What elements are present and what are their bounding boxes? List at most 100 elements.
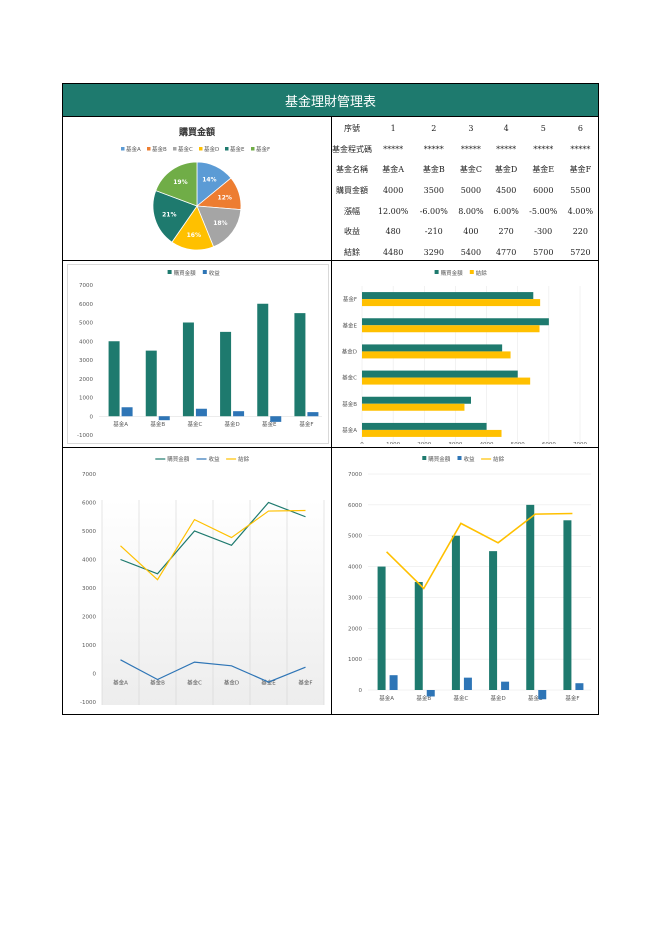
table-cell: 基金B: [422, 165, 445, 175]
table-cell: 5700: [533, 247, 554, 257]
horizontal-bar-axis: 0 1000 2000 3000 4000 5000 6000 7000 基金A 基金B 基金C 基金…: [342, 286, 587, 444]
legend-swatch: [434, 270, 439, 274]
y-tick-label: 基金F: [343, 295, 357, 303]
table-cell: *****: [496, 144, 517, 154]
fund-management-sheet: 基金理財管理表 購買金額 基金A 基金B 基金C 基金D 基金E 基金F 14% 12% 18…: [62, 83, 599, 715]
series-line-balance: [386, 512, 573, 590]
row-header: 序號: [344, 123, 360, 133]
bar-balance: [362, 325, 540, 333]
bar-balance: [362, 429, 502, 437]
pie-chart-title: 購買金額: [178, 126, 215, 138]
y-tick-label: 5000: [82, 529, 96, 535]
x-tick-label: 基金A: [379, 694, 394, 702]
y-tick-label: 1000: [79, 396, 93, 402]
fund-info-table: 序號 1 2 3 4 5 6 基金程式碼 ***** ***** ***** ***** ***** **…: [332, 118, 598, 263]
x-tick-label: 基金A: [113, 420, 128, 428]
x-tick-label: 6000: [542, 442, 556, 444]
horizontal-bar-legend: 購買金額 結餘: [434, 269, 487, 277]
series-line: [120, 501, 306, 575]
combo-chart-axis: 7000 6000 5000 4000 3000 2000 1000 0 基金A 基金B 基金C 基金…: [348, 472, 591, 702]
y-tick-label: 1000: [348, 657, 362, 663]
bar-purchase: [451, 535, 460, 690]
table-cell: 4: [503, 123, 509, 133]
y-tick-label: 基金B: [342, 400, 357, 408]
legend-swatch: [202, 270, 207, 274]
legend-label: 結餘: [238, 455, 250, 463]
bar-balance: [362, 351, 511, 359]
bar-purchase: [145, 350, 157, 417]
y-tick-label: 7000: [79, 283, 93, 289]
column-chart-legend: 購買金額 收益: [167, 269, 221, 277]
bar-income: [195, 408, 207, 417]
table-cell: 基金C: [459, 165, 482, 175]
table-cell: 5500: [570, 185, 591, 195]
x-tick-label: 3000: [448, 442, 462, 444]
table-row: 基金程式碼 ***** ***** ***** ***** ***** *****: [332, 139, 598, 160]
bar-income: [121, 407, 133, 417]
table-cell: 基金E: [532, 165, 555, 175]
table-row: 基金名稱 基金A 基金B 基金C 基金D 基金E 基金F: [332, 159, 598, 180]
x-tick-label: 基金D: [224, 679, 239, 687]
row-header: 基金名稱: [336, 165, 368, 175]
bar-income: [307, 412, 319, 417]
grid-divider-vertical: [331, 117, 332, 714]
y-tick-label: 基金E: [343, 321, 358, 329]
bar-purchase: [377, 566, 386, 690]
bar-purchase: [362, 422, 487, 430]
column-chart-axis: 7000 6000 5000 4000 3000 2000 1000 0 -1000 基金A 基金B…: [77, 283, 322, 439]
pie-data-label: 18%: [213, 220, 227, 227]
table-cell: 4480: [382, 247, 404, 257]
line-chart-legend: 購買金額 收益 結餘: [155, 455, 250, 463]
table-row: 收益 480 -210 400 270 -300 220: [332, 221, 598, 242]
pie-chart: 購買金額 基金A 基金B 基金C 基金D 基金E 基金F 14%12%18%16%21%1…: [121, 126, 270, 251]
legend-swatch: [167, 270, 172, 274]
y-tick-label: 0: [93, 672, 97, 678]
bar-balance: [362, 403, 465, 411]
pie-slice: [155, 161, 198, 207]
row-header: 漲幅: [344, 206, 360, 216]
y-tick-label: 6000: [79, 302, 93, 308]
bar-purchase: [362, 318, 549, 326]
x-tick-label: 1000: [386, 442, 400, 444]
legend-label: 收益: [209, 455, 221, 463]
sheet-title: 基金理財管理表: [63, 84, 598, 117]
series-line: [120, 509, 306, 581]
legend-label: 結餘: [493, 455, 505, 463]
bar-purchase: [362, 344, 503, 352]
table-cell: 12.00%: [377, 206, 409, 216]
y-tick-label: 3000: [82, 586, 96, 592]
column-chart-bars: [108, 303, 319, 422]
legend-label: 基金A: [126, 145, 141, 153]
y-tick-label: 4000: [82, 558, 96, 564]
table-cell: -300: [534, 227, 553, 237]
y-tick-label: 基金C: [342, 374, 357, 382]
bar-purchase: [362, 370, 518, 378]
bar-income: [463, 677, 472, 690]
x-tick-label: 基金B: [150, 420, 165, 428]
y-tick-label: 5000: [348, 534, 362, 540]
bar-purchase: [362, 292, 534, 300]
table-cell: -6.00%: [419, 206, 448, 216]
y-tick-label: 7000: [82, 472, 96, 478]
bar-purchase: [489, 551, 498, 690]
column-chart: 購買金額 收益 7000 6000 5000 4000 3000 2000 1000 0 -100…: [67, 264, 329, 444]
bar-balance: [362, 377, 531, 385]
table-cell: 6.00%: [493, 206, 519, 216]
x-tick-label: 基金E: [262, 420, 277, 428]
line-chart: 購買金額 收益 結餘 7000 6000 5000 4000 3000 2000 1000 0 -1…: [80, 455, 325, 706]
x-tick-label: 基金C: [187, 679, 202, 687]
legend-label: 收益: [209, 269, 221, 277]
legend-swatch: [251, 147, 255, 151]
x-tick-label: 4000: [480, 442, 494, 444]
bar-purchase: [526, 504, 535, 690]
x-tick-label: 5000: [511, 442, 525, 444]
table-cell: 5000: [460, 185, 482, 195]
y-tick-label: -1000: [80, 700, 96, 706]
legend-swatch: [457, 456, 462, 460]
y-tick-label: 6000: [82, 501, 96, 507]
legend-label: 購買金額: [428, 455, 451, 463]
bar-income: [233, 411, 245, 417]
bar-income: [158, 416, 170, 421]
pie-data-label: 21%: [162, 212, 176, 219]
y-tick-label: 基金D: [342, 347, 357, 355]
